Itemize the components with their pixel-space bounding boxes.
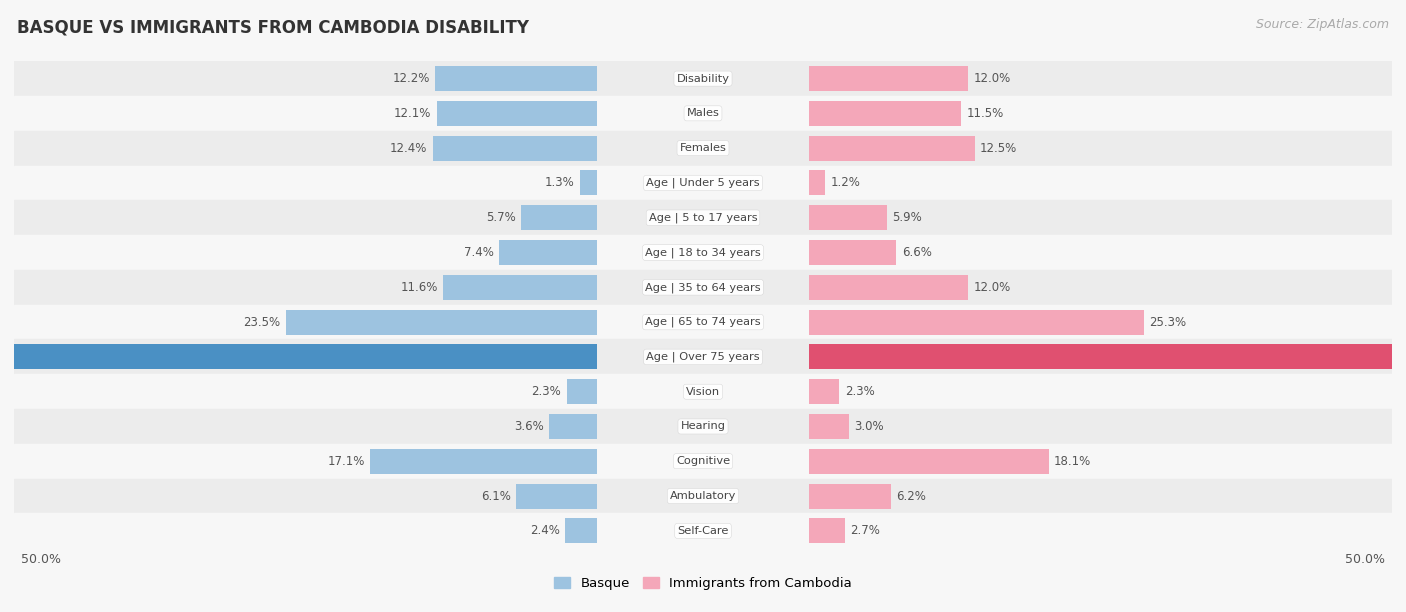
- Text: Source: ZipAtlas.com: Source: ZipAtlas.com: [1256, 18, 1389, 31]
- Text: Age | Over 75 years: Age | Over 75 years: [647, 352, 759, 362]
- Text: 50.0%: 50.0%: [21, 553, 60, 567]
- Bar: [808, 379, 839, 404]
- Bar: [0, 345, 598, 370]
- Text: 2.3%: 2.3%: [531, 385, 561, 398]
- Bar: [14, 444, 1392, 479]
- Bar: [567, 379, 598, 404]
- Bar: [14, 235, 1392, 270]
- Text: Ambulatory: Ambulatory: [669, 491, 737, 501]
- Text: 3.6%: 3.6%: [515, 420, 544, 433]
- Text: 2.4%: 2.4%: [530, 524, 560, 537]
- Bar: [808, 275, 967, 300]
- Bar: [14, 131, 1392, 166]
- Text: Females: Females: [679, 143, 727, 153]
- Text: 7.4%: 7.4%: [464, 246, 494, 259]
- Bar: [437, 101, 598, 126]
- Text: 17.1%: 17.1%: [328, 455, 366, 468]
- Text: 6.2%: 6.2%: [897, 490, 927, 502]
- Bar: [14, 96, 1392, 131]
- Bar: [14, 200, 1392, 235]
- Text: 12.2%: 12.2%: [392, 72, 430, 85]
- Bar: [14, 270, 1392, 305]
- Text: 12.1%: 12.1%: [394, 107, 432, 120]
- Bar: [808, 483, 891, 509]
- Bar: [14, 340, 1392, 375]
- Bar: [14, 305, 1392, 340]
- Text: 2.3%: 2.3%: [845, 385, 875, 398]
- Bar: [14, 166, 1392, 200]
- Bar: [370, 449, 598, 474]
- Text: 12.0%: 12.0%: [973, 281, 1011, 294]
- Text: 12.4%: 12.4%: [389, 141, 427, 155]
- Bar: [14, 409, 1392, 444]
- Bar: [14, 61, 1392, 96]
- Bar: [808, 414, 849, 439]
- Text: 23.5%: 23.5%: [243, 316, 280, 329]
- Text: Age | 5 to 17 years: Age | 5 to 17 years: [648, 212, 758, 223]
- Text: 50.0%: 50.0%: [1346, 553, 1385, 567]
- Text: 11.5%: 11.5%: [967, 107, 1004, 120]
- Bar: [516, 483, 598, 509]
- Text: BASQUE VS IMMIGRANTS FROM CAMBODIA DISABILITY: BASQUE VS IMMIGRANTS FROM CAMBODIA DISAB…: [17, 18, 529, 36]
- Text: 3.0%: 3.0%: [853, 420, 883, 433]
- Bar: [808, 449, 1049, 474]
- Text: Age | Under 5 years: Age | Under 5 years: [647, 177, 759, 188]
- Bar: [14, 513, 1392, 548]
- Bar: [808, 101, 962, 126]
- Bar: [808, 66, 967, 91]
- Bar: [808, 240, 897, 265]
- Bar: [499, 240, 598, 265]
- Bar: [550, 414, 598, 439]
- Text: Age | 18 to 34 years: Age | 18 to 34 years: [645, 247, 761, 258]
- Text: 12.0%: 12.0%: [973, 72, 1011, 85]
- Bar: [565, 518, 598, 543]
- Bar: [443, 275, 598, 300]
- Bar: [579, 170, 598, 195]
- Text: Vision: Vision: [686, 387, 720, 397]
- Text: 1.2%: 1.2%: [830, 176, 860, 190]
- Text: 5.7%: 5.7%: [486, 211, 516, 224]
- Text: 1.3%: 1.3%: [544, 176, 575, 190]
- Text: Males: Males: [686, 108, 720, 118]
- Text: 6.6%: 6.6%: [901, 246, 932, 259]
- Text: Hearing: Hearing: [681, 422, 725, 431]
- Text: 6.1%: 6.1%: [481, 490, 510, 502]
- Text: 25.3%: 25.3%: [1150, 316, 1187, 329]
- Text: Age | 65 to 74 years: Age | 65 to 74 years: [645, 317, 761, 327]
- Text: Disability: Disability: [676, 73, 730, 84]
- Bar: [433, 136, 598, 161]
- Bar: [14, 375, 1392, 409]
- Bar: [808, 205, 887, 230]
- Text: Cognitive: Cognitive: [676, 457, 730, 466]
- Bar: [436, 66, 598, 91]
- Bar: [14, 479, 1392, 513]
- Text: 18.1%: 18.1%: [1054, 455, 1091, 468]
- Legend: Basque, Immigrants from Cambodia: Basque, Immigrants from Cambodia: [548, 572, 858, 595]
- Text: 12.5%: 12.5%: [980, 141, 1017, 155]
- Bar: [808, 310, 1144, 335]
- Bar: [522, 205, 598, 230]
- Text: Self-Care: Self-Care: [678, 526, 728, 536]
- Bar: [808, 170, 825, 195]
- Text: 11.6%: 11.6%: [401, 281, 439, 294]
- Bar: [285, 310, 598, 335]
- Bar: [808, 518, 845, 543]
- Text: 5.9%: 5.9%: [893, 211, 922, 224]
- Bar: [808, 345, 1406, 370]
- Text: 2.7%: 2.7%: [851, 524, 880, 537]
- Text: Age | 35 to 64 years: Age | 35 to 64 years: [645, 282, 761, 293]
- Bar: [808, 136, 974, 161]
